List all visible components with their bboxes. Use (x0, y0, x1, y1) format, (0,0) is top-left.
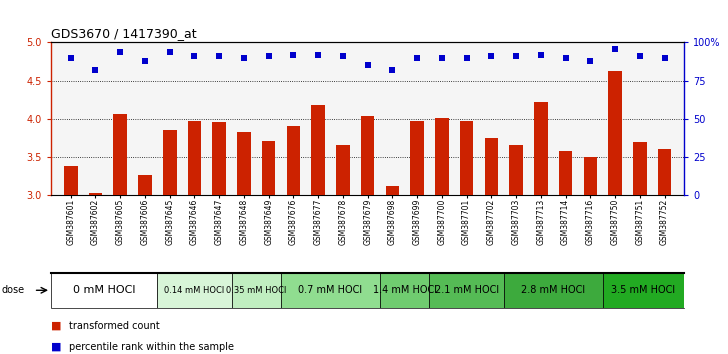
Bar (657, 149, 671, 195)
Bar (411, 121, 424, 195)
Text: 0.7 mM HOCl: 0.7 mM HOCl (298, 285, 363, 295)
Point (510, 53, 522, 59)
Text: 1.4 mM HOCl: 1.4 mM HOCl (373, 285, 437, 295)
Point (659, 55, 670, 61)
Bar (51, 273, 157, 308)
Bar (430, 273, 504, 308)
Bar (504, 273, 603, 308)
Point (337, 53, 349, 59)
Text: 2.8 mM HOCl: 2.8 mM HOCl (521, 285, 585, 295)
Point (312, 52, 324, 57)
Bar (163, 130, 176, 195)
Text: 0.35 mM HOCl: 0.35 mM HOCl (226, 286, 287, 295)
Point (164, 49, 175, 55)
Bar (64, 166, 78, 195)
Bar (281, 273, 380, 308)
Text: 2.1 mM HOCl: 2.1 mM HOCl (435, 285, 499, 295)
Bar (237, 132, 250, 195)
Point (486, 53, 497, 59)
Point (114, 49, 126, 55)
Bar (633, 142, 646, 195)
Bar (485, 138, 498, 195)
Bar (213, 122, 226, 195)
Point (213, 53, 225, 59)
Bar (603, 273, 684, 308)
Point (609, 46, 621, 51)
Bar (312, 105, 325, 195)
Bar (138, 175, 151, 195)
Bar (386, 185, 399, 195)
Text: ■: ■ (51, 321, 61, 331)
Point (238, 55, 250, 61)
Point (436, 55, 448, 61)
Bar (336, 145, 349, 195)
Bar (114, 114, 127, 195)
Bar (232, 273, 281, 308)
Point (585, 58, 596, 64)
Bar (188, 121, 201, 195)
Point (560, 55, 571, 61)
Text: transformed count: transformed count (69, 321, 160, 331)
Point (288, 52, 299, 57)
Point (65, 55, 76, 61)
Point (461, 55, 472, 61)
Point (535, 52, 547, 57)
Text: dose: dose (1, 285, 25, 295)
Point (362, 62, 373, 68)
Text: GDS3670 / 1417390_at: GDS3670 / 1417390_at (51, 27, 197, 40)
Text: 0.14 mM HOCl: 0.14 mM HOCl (165, 286, 224, 295)
Bar (608, 72, 622, 195)
Point (263, 53, 274, 59)
Text: ■: ■ (51, 342, 61, 352)
Point (90, 67, 101, 73)
Bar (361, 115, 374, 195)
Bar (435, 118, 448, 195)
Text: 3.5 mM HOCl: 3.5 mM HOCl (612, 285, 676, 295)
Bar (157, 273, 232, 308)
Point (387, 67, 398, 73)
Bar (262, 141, 275, 195)
Bar (510, 145, 523, 195)
Bar (534, 102, 547, 195)
Bar (89, 193, 103, 195)
Bar (287, 126, 300, 195)
Text: 0 mM HOCl: 0 mM HOCl (73, 285, 135, 295)
Point (411, 55, 423, 61)
Point (139, 58, 151, 64)
Bar (460, 121, 473, 195)
Bar (380, 273, 430, 308)
Bar (559, 151, 572, 195)
Bar (584, 156, 597, 195)
Point (189, 53, 200, 59)
Point (634, 53, 646, 59)
Text: percentile rank within the sample: percentile rank within the sample (69, 342, 234, 352)
